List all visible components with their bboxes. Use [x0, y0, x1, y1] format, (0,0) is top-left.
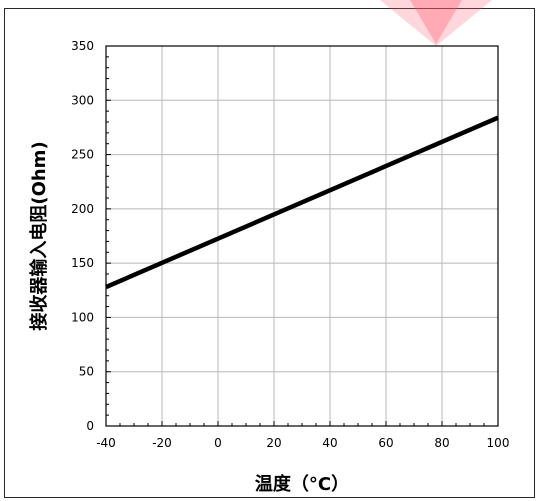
series-line [105, 115, 499, 290]
y-axis-title: 接收器输入电阻(Ohm) [28, 141, 50, 330]
y-tick-label: 100 [71, 310, 94, 324]
top-marker-shape [380, 0, 492, 46]
grid-lines [105, 45, 499, 427]
top-marker-core [410, 0, 462, 44]
y-tick-label: 0 [86, 419, 94, 433]
y-tick-label: 50 [79, 365, 94, 379]
y-tick-label: 300 [71, 93, 94, 107]
y-tick-label: 150 [71, 256, 94, 270]
x-tick-label: 0 [214, 436, 222, 450]
plot-area-border [105, 45, 499, 427]
x-tick-label: 20 [266, 436, 281, 450]
y-axis-tick-labels: 0 50 100 150 200 250 300 350 [71, 39, 94, 433]
x-axis-title: 温度（°C） [255, 473, 349, 495]
axis-ticks [105, 45, 499, 427]
x-tick-label: 40 [322, 436, 337, 450]
x-axis-tick-labels: -40 -20 0 20 40 60 80 100 [96, 436, 509, 450]
x-tick-label: 80 [434, 436, 449, 450]
y-tick-label: 350 [71, 39, 94, 53]
chart-frame [4, 8, 535, 498]
x-tick-label: -20 [152, 436, 172, 450]
x-tick-label: 60 [378, 436, 393, 450]
data-series [105, 115, 499, 290]
y-tick-label: 200 [71, 202, 94, 216]
x-tick-label: 100 [487, 436, 510, 450]
x-tick-label: -40 [96, 436, 116, 450]
y-tick-label: 250 [71, 148, 94, 162]
